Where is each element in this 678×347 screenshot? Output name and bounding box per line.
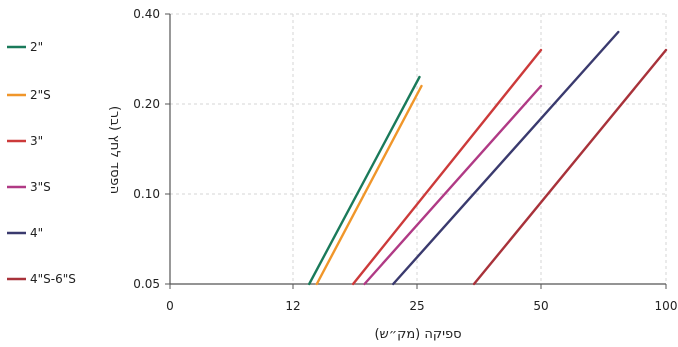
- legend-label: 4": [30, 226, 43, 240]
- series-line: [315, 84, 423, 286]
- legend-label: 4"S-6"S: [30, 272, 76, 286]
- axes: [169, 14, 666, 285]
- x-tick-label: 25: [409, 299, 424, 313]
- series-lines: [308, 30, 668, 286]
- x-tick-label: 0: [166, 299, 174, 313]
- x-axis-title: ספיקה (מק״ש): [374, 327, 461, 342]
- series-line: [472, 48, 668, 286]
- legend-label: 3"S: [30, 180, 51, 194]
- x-tick-label: 12: [285, 299, 300, 313]
- series-line: [392, 30, 620, 286]
- x-tick-label: 100: [655, 299, 678, 313]
- grid-lines: [170, 13, 667, 284]
- legend-label: 2": [30, 40, 43, 54]
- y-tick-label: 0.20: [133, 97, 160, 111]
- y-tick-label: 0.05: [133, 277, 160, 291]
- series-line: [363, 84, 543, 286]
- legend-label: 3": [30, 134, 43, 148]
- y-tick-label: 0.10: [133, 187, 160, 201]
- legend-label: 2"S: [30, 88, 51, 102]
- x-tick-labels: 0 12 25 50 100: [166, 284, 677, 313]
- y-tick-labels: 0.05 0.10 0.20 0.40: [133, 7, 170, 291]
- legend: 2" 2"S 3" 3"S 4" 4"S-6"S: [7, 40, 76, 286]
- y-axis-title: הפסד לחץ (בר): [107, 106, 122, 194]
- x-tick-label: 50: [533, 299, 548, 313]
- series-line: [351, 48, 543, 286]
- y-tick-label: 0.40: [133, 7, 160, 21]
- series-line: [308, 75, 421, 286]
